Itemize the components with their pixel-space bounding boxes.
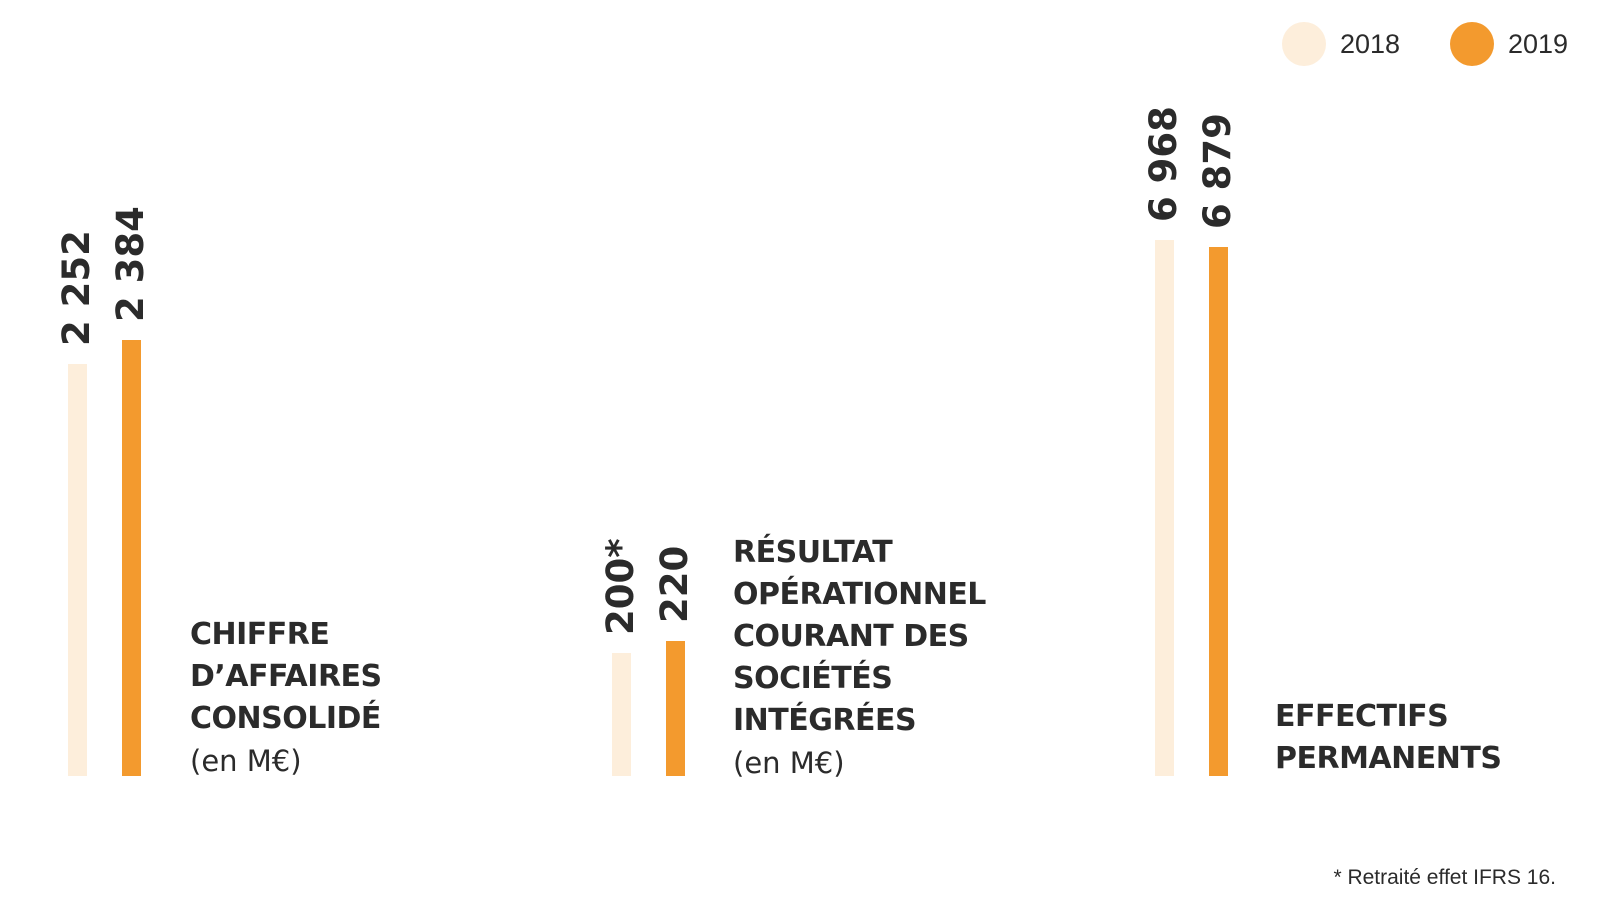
legend-label-2018: 2018 [1340, 28, 1401, 59]
legend-swatch-2018 [1282, 22, 1326, 66]
footnote: * Retraité effet IFRS 16. [1333, 866, 1556, 889]
category-label-chiffre: CHIFFRE D’AFFAIRES CONSOLIDÉ (en M€) [190, 614, 382, 782]
bar-chiffre-2018 [68, 364, 87, 776]
category-line: OPÉRATIONNEL [733, 577, 986, 612]
bar-resultat-2019 [666, 641, 685, 776]
bar-resultat-2018 [612, 653, 631, 776]
value-label-chiffre-2018: 2 252 [55, 230, 98, 346]
category-unit: (en M€) [733, 746, 845, 780]
legend-label-2019: 2019 [1508, 28, 1569, 59]
legend-item-2018: 2018 [1282, 22, 1400, 66]
category-line: CHIFFRE [190, 617, 330, 652]
legend-swatch-2019 [1450, 22, 1494, 66]
bar-effectifs-2018 [1155, 240, 1174, 776]
category-line: EFFECTIFS [1275, 699, 1449, 734]
bar-effectifs-2019 [1209, 247, 1228, 776]
category-label-resultat: RÉSULTAT OPÉRATIONNEL COURANT DES SOCIÉT… [733, 532, 986, 784]
category-line: SOCIÉTÉS [733, 661, 893, 696]
value-label-resultat-2019: 220 [653, 545, 696, 623]
category-line: D’AFFAIRES [190, 659, 382, 694]
category-line: CONSOLIDÉ [190, 701, 381, 736]
category-line: PERMANENTS [1275, 741, 1502, 776]
bar-chiffre-2019 [122, 340, 141, 776]
category-label-effectifs: EFFECTIFS PERMANENTS [1275, 696, 1502, 780]
category-line: RÉSULTAT [733, 535, 893, 570]
value-label-resultat-2018: 200* [599, 538, 642, 635]
legend-item-2019: 2019 [1450, 22, 1568, 66]
category-line: COURANT DES [733, 619, 969, 654]
category-unit: (en M€) [190, 744, 302, 778]
value-label-effectifs-2019: 6 879 [1196, 113, 1239, 229]
value-label-chiffre-2019: 2 384 [109, 206, 152, 322]
value-label-effectifs-2018: 6 968 [1142, 106, 1185, 222]
category-line: INTÉGRÉES [733, 703, 917, 738]
